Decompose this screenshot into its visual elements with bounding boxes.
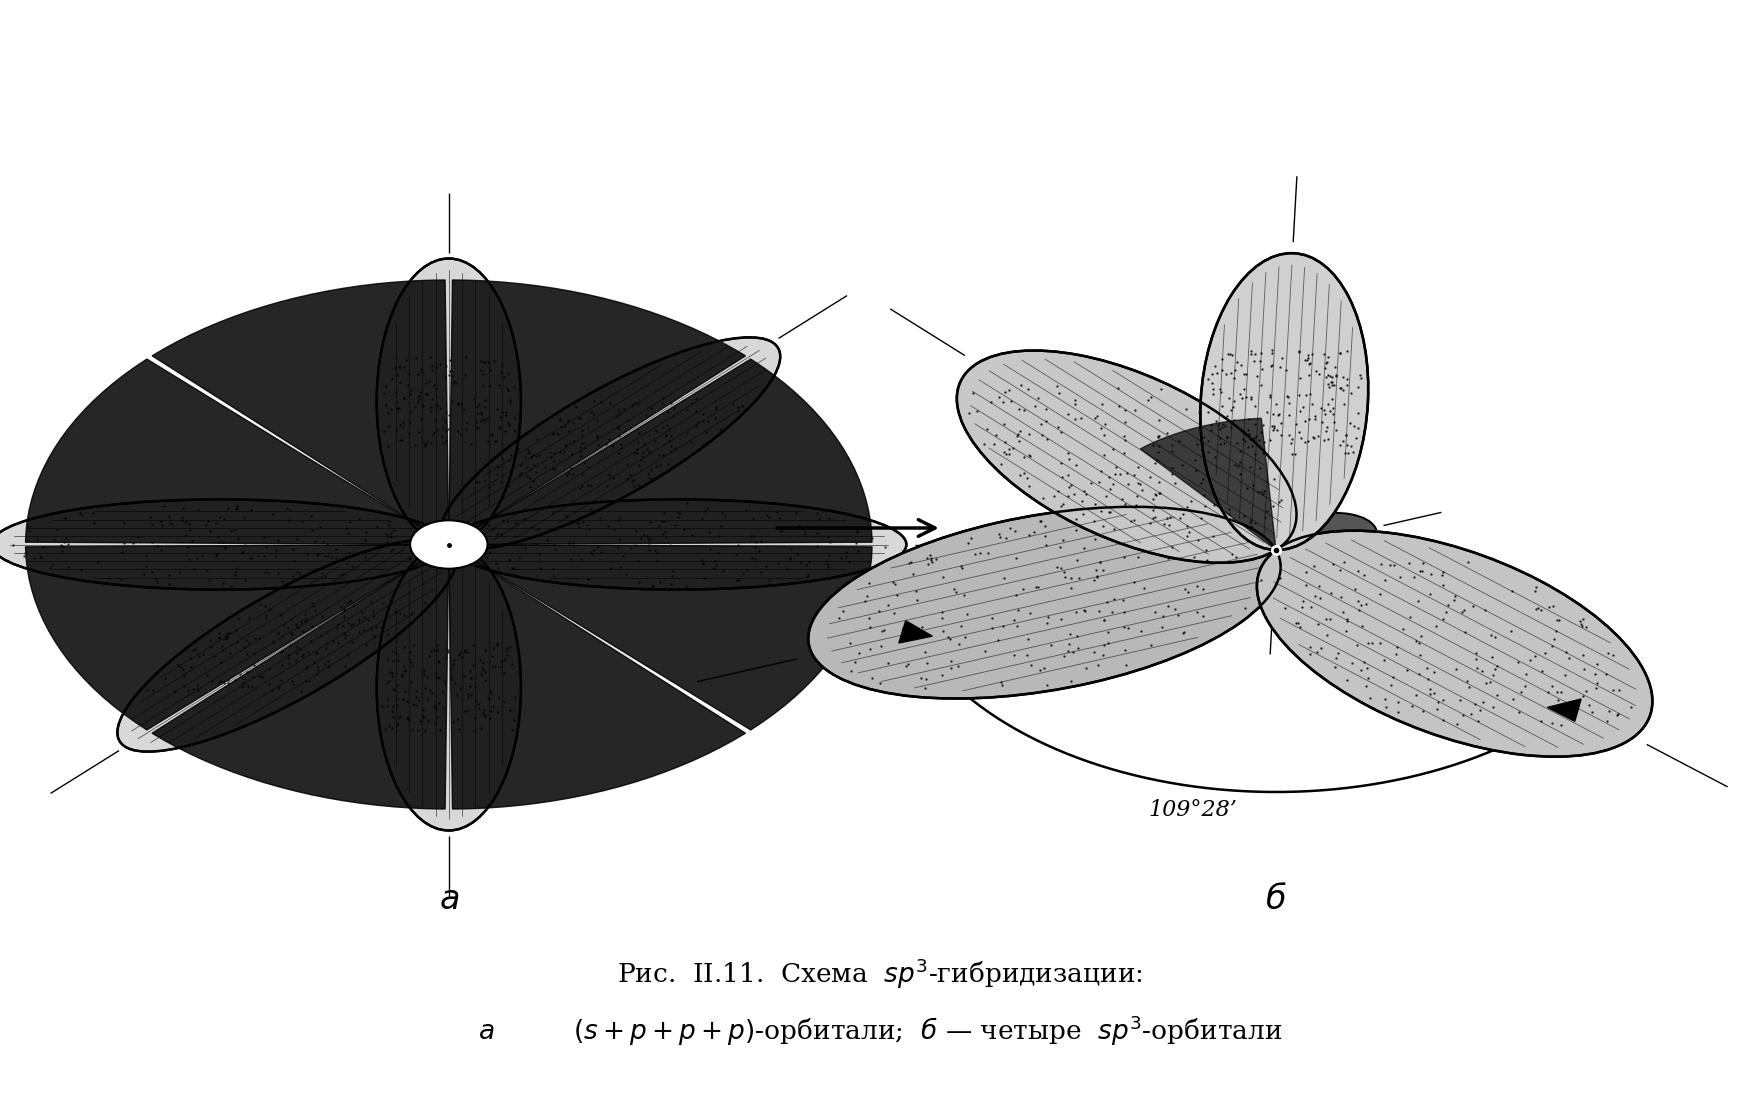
Polygon shape (151, 280, 449, 544)
Ellipse shape (0, 499, 449, 590)
Ellipse shape (1241, 550, 1308, 610)
Polygon shape (26, 544, 449, 730)
Polygon shape (26, 359, 449, 544)
Ellipse shape (377, 544, 521, 830)
Polygon shape (449, 544, 871, 730)
Polygon shape (1547, 698, 1580, 722)
Text: 109°28’: 109°28’ (1149, 799, 1237, 821)
Ellipse shape (957, 351, 1297, 563)
Ellipse shape (377, 258, 521, 544)
Text: $a$   $(s+p+p+p)$-орбитали;  $б$ — четыре  $sp^3$-орбитали: $a$ $(s+p+p+p)$-орбитали; $б$ — четыре $… (479, 1013, 1281, 1048)
Ellipse shape (118, 540, 456, 751)
Polygon shape (899, 620, 933, 644)
Ellipse shape (1192, 503, 1283, 557)
Ellipse shape (1200, 253, 1368, 550)
Ellipse shape (442, 338, 780, 549)
Ellipse shape (808, 507, 1281, 698)
Text: Рис.  II.11.  Схема  $sp^3$-гибридизации:: Рис. II.11. Схема $sp^3$-гибридизации: (618, 956, 1142, 991)
Polygon shape (449, 544, 746, 808)
Text: $б$: $б$ (1265, 883, 1287, 916)
Polygon shape (1140, 418, 1276, 550)
Ellipse shape (1257, 530, 1653, 757)
Ellipse shape (1267, 544, 1350, 596)
Text: $a$: $a$ (438, 883, 459, 916)
Polygon shape (449, 359, 871, 544)
Ellipse shape (449, 499, 906, 590)
Ellipse shape (1274, 513, 1376, 564)
Circle shape (410, 520, 488, 569)
Polygon shape (151, 544, 449, 808)
Polygon shape (449, 280, 746, 544)
